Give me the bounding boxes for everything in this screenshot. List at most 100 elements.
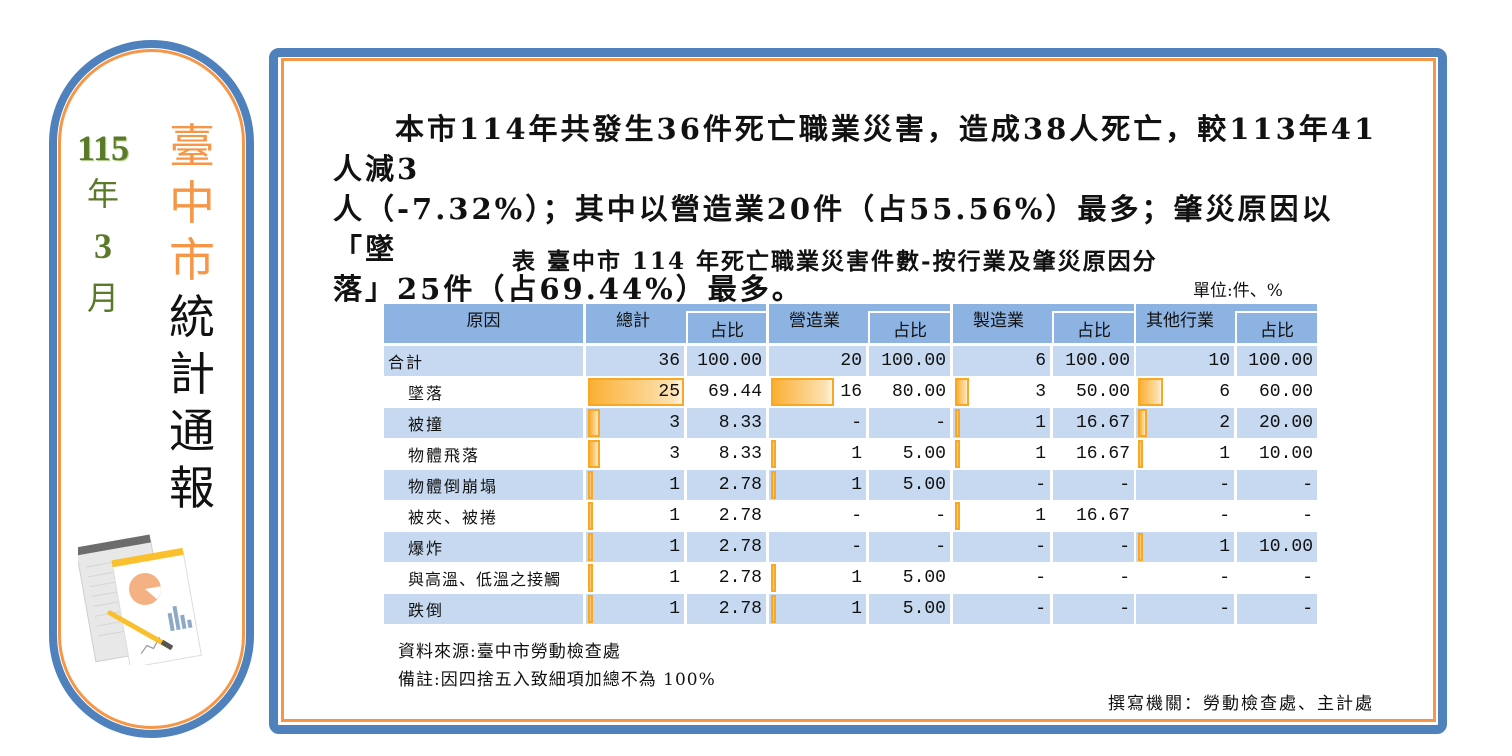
summary-paragraph: 本市114年共發生36件死亡職業災害，造成38人死亡，較113年41人減3 人（… [333,109,1383,309]
year-number: 115 [77,128,130,168]
other-pct: 20.00 [1237,408,1317,438]
manufacturing-count: - [1035,568,1046,588]
title-char: 報 [169,461,215,515]
construction-pct: 5.00 [902,568,946,588]
manufacturing-pct: 16.67 [1053,408,1134,438]
remark: 備註:因四捨五入致細項加總不為 100% [398,670,716,690]
data-bar [955,502,960,530]
year-unit: 年 [86,175,119,213]
author-agency: 撰寫機關：勞動檢查處、主計處 [1108,694,1374,714]
data-bar [1138,378,1163,406]
data-bar [588,533,593,561]
other-count: 1 [1136,532,1234,562]
construction-pct: 5.00 [869,470,950,500]
report-charts-icon [78,534,202,665]
title-char: 中 [169,176,215,230]
total-count: 3 [586,439,684,469]
manufacturing-pct: 16.67 [1075,444,1130,464]
cause-label: 爆炸 [384,532,583,562]
construction-count: 1 [769,470,866,500]
construction-pct: - [869,532,950,562]
total-pct: 2.78 [718,568,762,588]
construction-pct: 100.00 [869,346,950,376]
other-count: 6 [1136,377,1234,407]
manufacturing-pct: - [1053,594,1134,624]
total-pct: 100.00 [687,346,766,376]
construction-count: - [769,408,866,438]
header-cause: 原因 [384,304,583,343]
total-pct: 2.78 [687,594,766,624]
cause-label: 物體倒崩塌 [384,470,583,500]
total-count: 1 [586,532,684,562]
header-total-pct: 占比 [686,311,766,343]
cause-label: 跌倒 [384,594,583,624]
summary-line-1: 本市114年共發生36件死亡職業災害，造成38人死亡，較113年41人減3 [333,112,1378,186]
other-pct: - [1237,594,1317,624]
sidebar-pill-inner-border [58,49,245,729]
data-bar [588,378,684,406]
construction-count: - [851,506,862,526]
total-count: 3 [586,408,684,438]
data-bar [1138,533,1143,561]
manufacturing-count: 3 [953,377,1050,407]
month-number: 3 [94,226,112,266]
other-count: 10 [1136,346,1234,376]
cause-label: 與高溫、低溫之接觸 [408,570,562,589]
data-bar [588,440,600,468]
manufacturing-count: 1 [953,439,1050,469]
publication-title: 臺 中 市 統 計 通 報 [162,118,222,517]
other-count: 1 [1136,439,1234,469]
manufacturing-pct: 100.00 [1053,346,1134,376]
table-unit: 單位:件、% [1193,281,1283,301]
construction-pct: - [935,506,946,526]
data-bar [588,595,593,623]
title-char: 臺 [169,119,215,173]
manufacturing-pct: 16.67 [1075,506,1130,526]
title-char: 統 [169,290,215,344]
data-bar [588,564,593,592]
cause-label: 被夾、被捲 [408,508,499,527]
summary-line-2: 人（-7.32%）；其中以營造業20件（占55.56%）最多；肇災原因以「墜 [333,192,1334,266]
construction-pct: 5.00 [902,444,946,464]
data-bar [955,378,969,406]
construction-count: 20 [769,346,866,376]
data-source: 資料來源:臺中市勞動檢查處 [398,642,621,662]
data-bar [1138,440,1143,468]
header-manufacturing-pct: 占比 [1052,311,1134,343]
total-count: 1 [586,563,684,593]
total-pct: 2.78 [718,506,762,526]
total-pct: 8.33 [687,408,766,438]
manufacturing-pct: - [1053,470,1134,500]
other-pct: - [1302,568,1313,588]
total-count: 1 [586,594,684,624]
other-pct: 10.00 [1237,532,1317,562]
title-char: 計 [169,347,215,401]
other-pct: - [1237,470,1317,500]
total-count: 1 [586,501,684,531]
cause-label: 合計 [384,346,583,376]
other-count: - [1219,568,1230,588]
construction-pct: - [869,408,950,438]
construction-pct: 5.00 [869,594,950,624]
month-unit: 月 [86,279,119,317]
construction-count: 1 [769,439,866,469]
manufacturing-count: - [953,594,1050,624]
summary-line-3: 落」25件（占69.44%）最多。 [333,272,804,306]
cause-label: 被撞 [384,408,583,438]
manufacturing-count: 1 [953,501,1050,531]
cause-label: 物體飛落 [408,446,481,465]
data-bar [955,409,960,437]
total-pct: 69.44 [707,382,762,402]
other-pct: 60.00 [1258,382,1313,402]
cause-label: 墜落 [408,384,445,403]
manufacturing-count: 6 [953,346,1050,376]
other-pct: 100.00 [1237,346,1317,376]
construction-count: 1 [769,594,866,624]
main-frame-border [269,48,1447,734]
total-count: 1 [586,470,684,500]
construction-count: 1 [769,563,866,593]
manufacturing-count: - [953,470,1050,500]
issue-date: 115 年 3 月 [77,128,130,324]
data-bar [588,409,600,437]
other-count: - [1136,594,1234,624]
